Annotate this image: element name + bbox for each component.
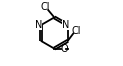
Text: Cl: Cl [41, 3, 50, 12]
Text: N: N [62, 20, 69, 30]
Text: O: O [61, 44, 68, 54]
Text: N: N [35, 20, 42, 30]
Text: Cl: Cl [71, 26, 81, 36]
